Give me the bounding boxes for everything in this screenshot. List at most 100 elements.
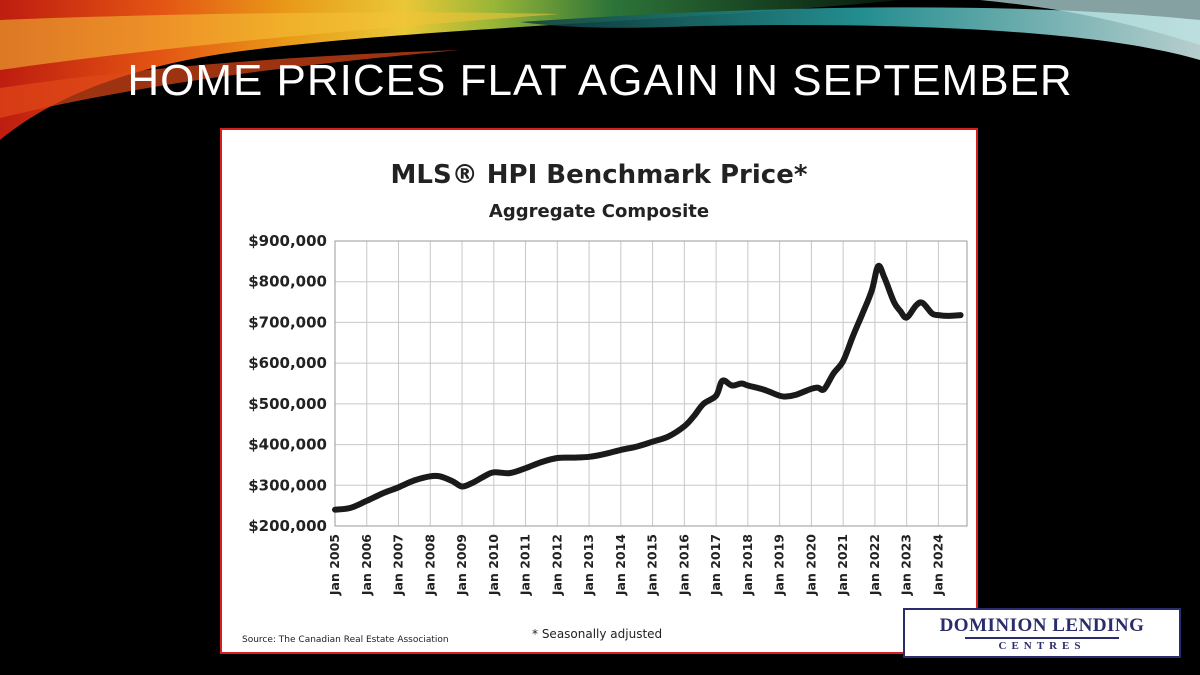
data-point <box>618 447 624 453</box>
x-tick-label: Jan 2009 <box>454 534 469 596</box>
data-point <box>777 393 783 399</box>
data-point <box>850 334 856 340</box>
x-tick-label: Jan 2012 <box>549 534 564 596</box>
y-tick-label: $200,000 <box>248 517 327 535</box>
y-tick-label: $300,000 <box>248 476 327 494</box>
y-tick-label: $600,000 <box>248 354 327 372</box>
data-point <box>665 433 671 439</box>
x-tick-label: Jan 2020 <box>803 534 818 596</box>
data-point <box>831 370 837 376</box>
data-point <box>719 378 725 384</box>
data-point <box>783 394 789 400</box>
data-point <box>570 455 576 461</box>
data-point <box>920 300 926 306</box>
data-point <box>364 498 370 504</box>
x-tick-label: Jan 2016 <box>676 534 691 596</box>
data-point <box>459 484 465 490</box>
data-point <box>913 302 919 308</box>
x-tick-label: Jan 2011 <box>518 534 533 596</box>
footnote: * Seasonally adjusted <box>532 627 662 641</box>
x-tick-label: Jan 2018 <box>740 534 755 596</box>
data-point <box>437 473 443 479</box>
data-point <box>958 312 964 318</box>
x-tick-label: Jan 2006 <box>359 534 374 596</box>
x-tick-label: Jan 2017 <box>708 534 723 596</box>
x-tick-label: Jan 2019 <box>772 534 787 596</box>
chart-frame: MLS® HPI Benchmark Price* Aggregate Comp… <box>220 128 978 654</box>
logo-line-1: DOMINION LENDING <box>939 615 1145 636</box>
data-point <box>507 470 513 476</box>
data-point <box>380 490 386 496</box>
data-point <box>929 310 935 316</box>
y-tick-label: $800,000 <box>248 273 327 291</box>
data-point <box>396 484 402 490</box>
data-point <box>700 401 706 407</box>
logo-rule <box>965 637 1119 639</box>
data-point <box>945 313 951 319</box>
data-point <box>729 383 735 389</box>
data-point <box>427 473 433 479</box>
data-point <box>761 387 767 393</box>
data-point <box>538 459 544 465</box>
data-point <box>897 308 903 314</box>
x-tick-label: Jan 2015 <box>645 534 660 596</box>
x-tick-label: Jan 2005 <box>327 534 342 596</box>
y-tick-label: $400,000 <box>248 436 327 454</box>
x-tick-label: Jan 2014 <box>613 534 628 596</box>
data-point <box>348 505 354 511</box>
data-point <box>745 383 751 389</box>
data-point <box>523 465 529 471</box>
line-chart: MLS® HPI Benchmark Price* Aggregate Comp… <box>242 160 968 645</box>
y-tick-label: $900,000 <box>248 232 327 250</box>
data-point <box>411 477 417 483</box>
chart-subtitle: Aggregate Composite <box>489 201 709 222</box>
decorative-banner <box>0 0 1200 150</box>
x-tick-label: Jan 2013 <box>581 534 596 596</box>
series-layer <box>332 262 964 513</box>
x-tick-label: Jan 2010 <box>486 534 501 596</box>
data-point <box>793 392 799 398</box>
data-point <box>891 299 897 305</box>
data-point <box>481 473 487 479</box>
logo-line-2: CENTRES <box>998 640 1086 652</box>
data-point <box>815 385 821 391</box>
data-point <box>859 311 865 317</box>
data-point <box>904 315 910 321</box>
data-point <box>691 413 697 419</box>
x-tick-label: Jan 2023 <box>899 534 914 596</box>
slide-title: HOME PRICES FLAT AGAIN IN SEPTEMBER <box>127 56 1073 105</box>
source-note: Source: The Canadian Real Estate Associa… <box>242 635 449 645</box>
data-point <box>713 393 719 399</box>
x-tick-label: Jan 2022 <box>867 534 882 596</box>
series-line-0 <box>332 262 964 513</box>
data-point <box>650 439 656 445</box>
data-point <box>808 386 814 392</box>
data-point <box>586 454 592 460</box>
x-tick-label: Jan 2007 <box>391 534 406 596</box>
data-point <box>554 455 560 461</box>
data-point <box>935 312 941 318</box>
data-point <box>332 507 338 513</box>
chart-title: MLS® HPI Benchmark Price* <box>391 160 808 190</box>
y-tick-label: $700,000 <box>248 313 327 331</box>
y-axis-ticks: $200,000 $300,000 $400,000 $500,000 $600,000… <box>248 232 327 535</box>
data-point <box>602 451 608 457</box>
data-point <box>681 423 687 429</box>
data-point <box>881 275 887 281</box>
y-tick-label: $500,000 <box>248 395 327 413</box>
data-point <box>869 288 875 294</box>
x-tick-label: Jan 2008 <box>422 534 437 596</box>
data-point <box>469 480 475 486</box>
data-point <box>739 381 745 386</box>
x-tick-label: Jan 2021 <box>835 534 850 596</box>
data-point <box>634 444 640 450</box>
data-point <box>450 478 456 484</box>
plot-area <box>334 240 968 527</box>
x-tick-label: Jan 2024 <box>930 534 945 596</box>
dominion-lending-logo: DOMINION LENDING CENTRES <box>903 608 1181 658</box>
data-point <box>840 358 846 364</box>
data-point <box>491 469 497 475</box>
data-point <box>821 386 827 392</box>
data-point <box>875 263 881 269</box>
x-axis-ticks: Jan 2005 Jan 2006 Jan 2007 Jan 2008 Jan 2009… <box>327 534 945 596</box>
